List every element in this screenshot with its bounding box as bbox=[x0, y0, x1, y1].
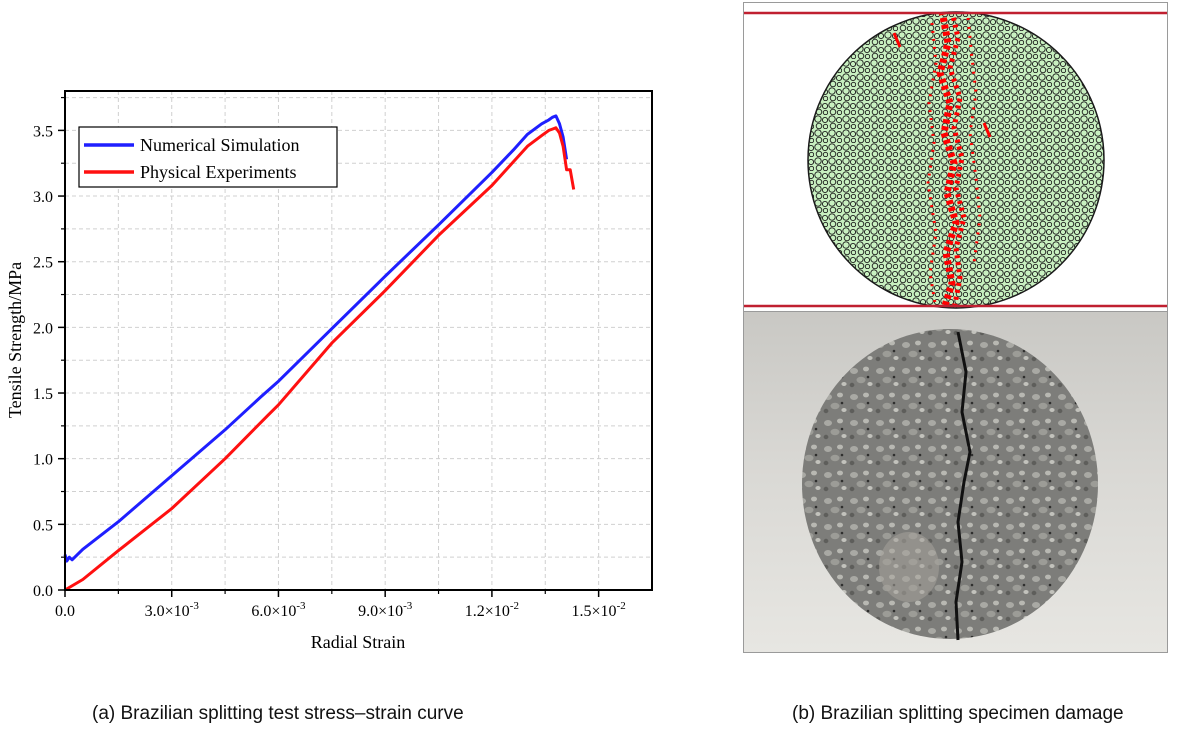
legend-box bbox=[78, 126, 338, 188]
caption-specimen-damage: (b) Brazilian splitting specimen damage bbox=[792, 703, 1124, 724]
physical-specimen-photo bbox=[802, 329, 1098, 641]
legend-label-physical: Physical Experiments bbox=[140, 162, 296, 182]
chart-series bbox=[63, 114, 576, 592]
simulation-damage-panel bbox=[743, 2, 1168, 312]
chart-legend: Numerical Simulation Physical Experiment… bbox=[78, 126, 338, 188]
x-tick-label: 3.0×10-3 bbox=[145, 600, 200, 620]
plot-frame bbox=[64, 90, 653, 591]
stress-strain-chart: 0.0 3.0×10-3 6.0×10-3 9.0×10-3 1.2×10-2 1.5×1… bbox=[5, 90, 653, 652]
simulation-crack-band bbox=[892, 12, 992, 308]
simulation-specimen-image bbox=[744, 11, 1167, 309]
physical-specimen-panel bbox=[743, 311, 1168, 653]
y-tick-label: 1.0 bbox=[33, 452, 53, 469]
chart-ticks: 0.0 3.0×10-3 6.0×10-3 9.0×10-3 1.2×10-2 1.5×1… bbox=[33, 96, 626, 620]
y-tick-label: 3.5 bbox=[33, 123, 53, 140]
y-tick-label: 0.5 bbox=[33, 517, 53, 534]
x-tick-label: 1.5×10-2 bbox=[572, 600, 626, 620]
x-tick-label: 9.0×10-3 bbox=[358, 600, 413, 620]
x-tick-label: 0.0 bbox=[55, 603, 75, 620]
series-line-physical-experiments bbox=[64, 126, 576, 592]
y-tick-label: 2.5 bbox=[33, 255, 53, 272]
x-tick-label: 6.0×10-3 bbox=[251, 600, 306, 620]
y-axis-label: Tensile Strength/MPa bbox=[5, 262, 25, 418]
y-tick-label: 3.0 bbox=[33, 189, 53, 206]
x-tick-label: 1.2×10-2 bbox=[465, 600, 519, 620]
y-tick-label: 1.5 bbox=[33, 386, 53, 403]
series-line-numerical-simulation bbox=[63, 114, 569, 563]
specimen-split-crack bbox=[954, 331, 972, 641]
legend-label-numerical: Numerical Simulation bbox=[140, 135, 299, 155]
y-tick-label: 0.0 bbox=[33, 583, 53, 600]
specimen-left-half bbox=[802, 329, 1098, 639]
caption-stress-strain: (a) Brazilian splitting test stress–stra… bbox=[92, 703, 464, 724]
x-axis-label: Radial Strain bbox=[311, 632, 405, 652]
y-tick-label: 2.0 bbox=[33, 320, 53, 337]
